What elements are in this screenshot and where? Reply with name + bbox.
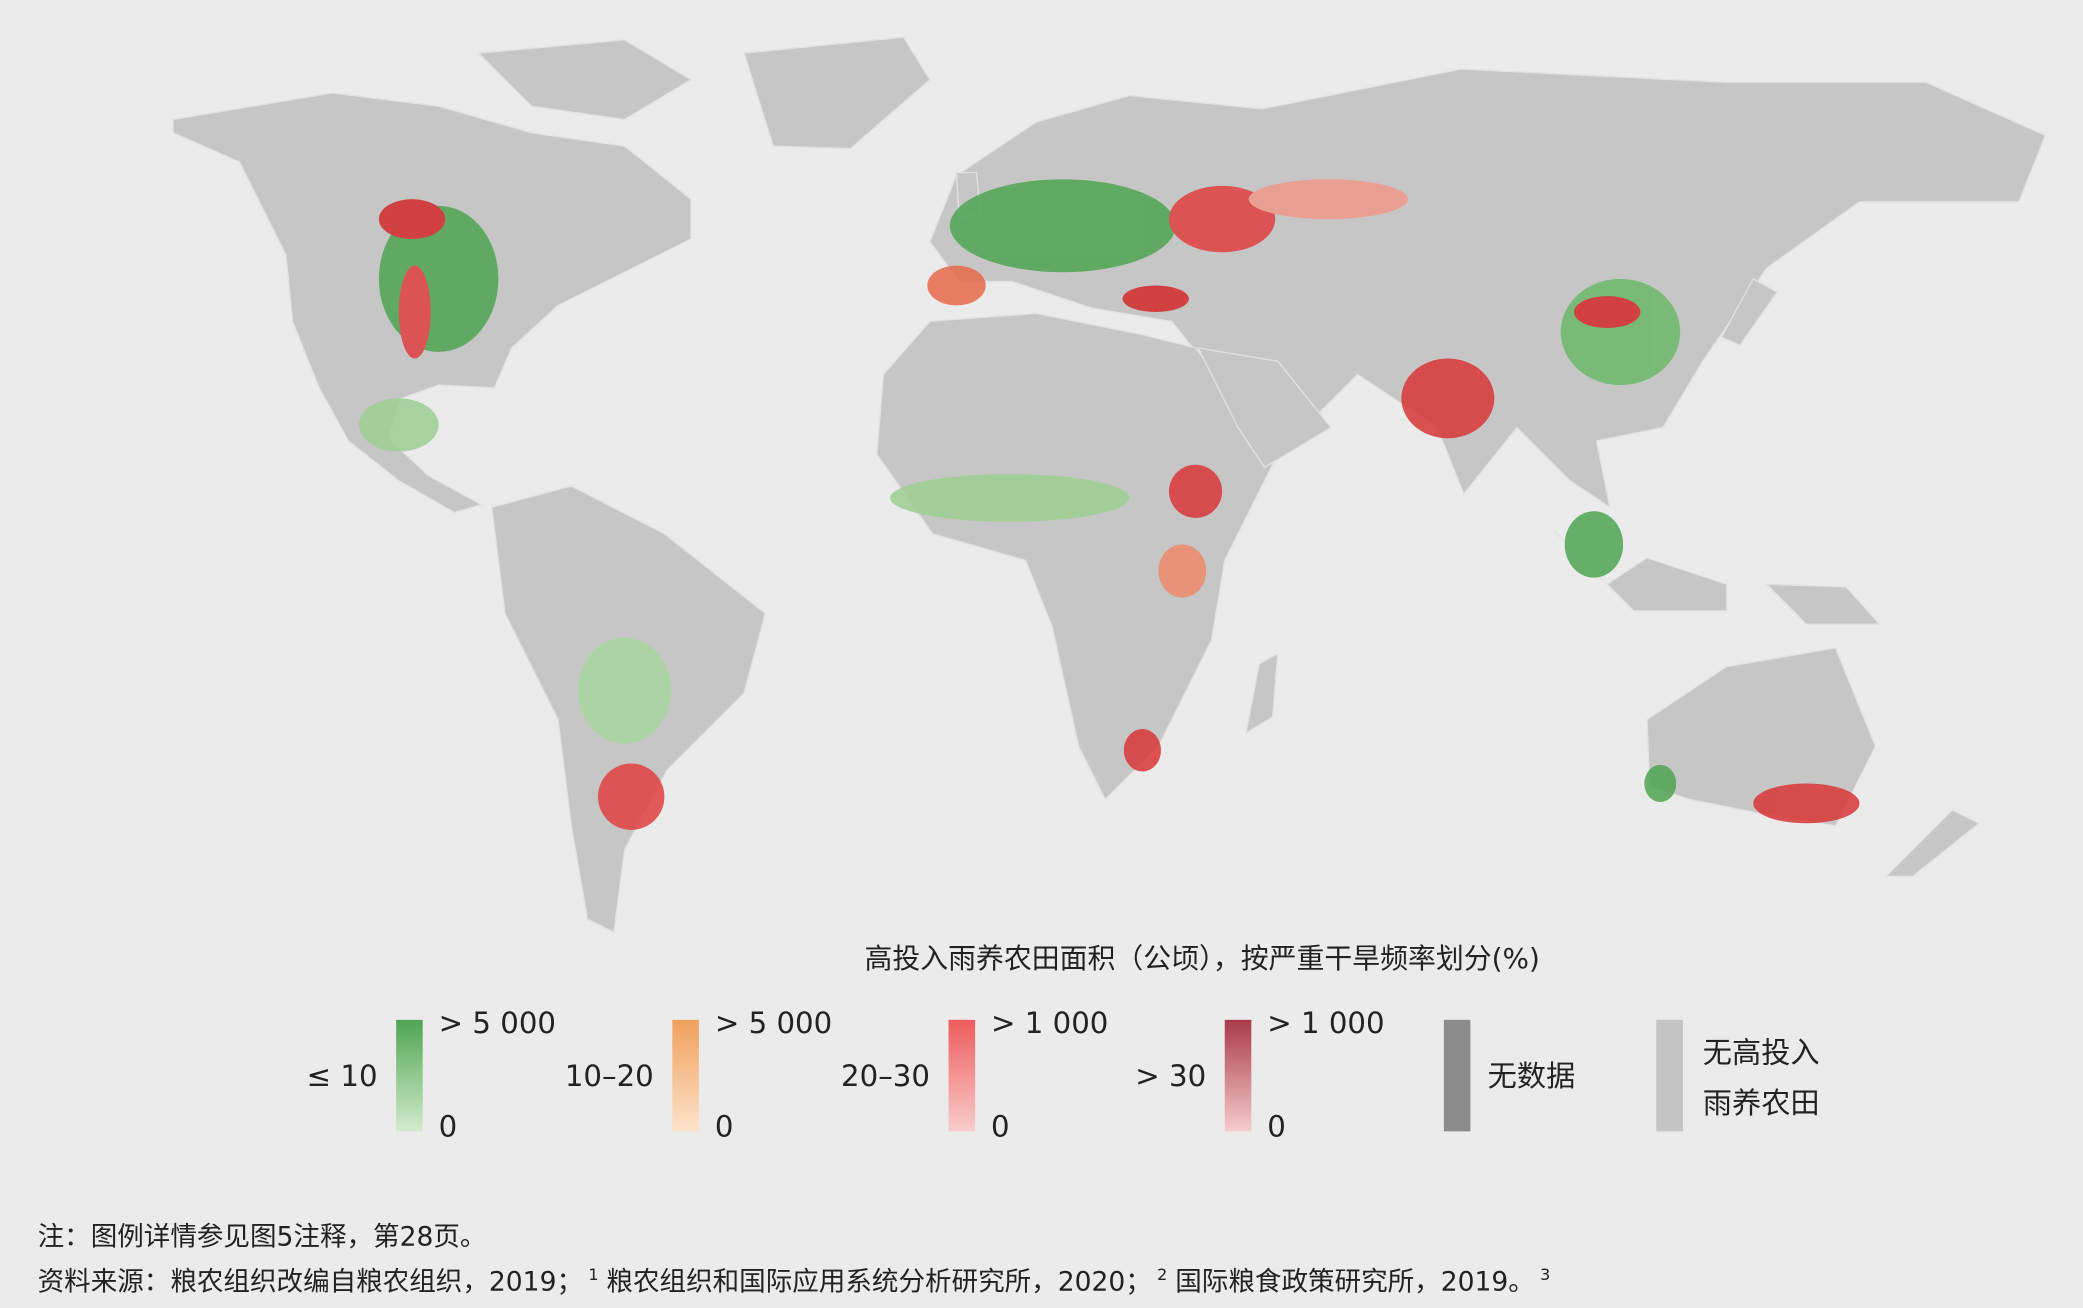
legend-min: 0 [991,1110,1010,1144]
arabia [1197,347,1332,469]
cropland-areas [358,179,1860,830]
legend-swatch [948,1019,976,1132]
legend: ≤ 10 > 5 000 0 10–20 > 5 000 0 20–30 > 1 000 0 > … [307,1006,1820,1144]
legend-label: 无高投入 [1703,1035,1820,1069]
legend-min: 0 [1267,1110,1286,1144]
legend-swatch [1656,1019,1683,1132]
legend-max: > 5 000 [439,1006,556,1040]
legend-label: ≤ 10 [307,1059,378,1093]
legend-min: 0 [715,1110,734,1144]
legend-label: > 30 [1135,1059,1206,1093]
legend-max: > 1 000 [991,1006,1108,1040]
source-text: 粮农组织和国际应用系统分析研究所，2020； [606,1267,1151,1298]
source-ref: 2 [1157,1265,1167,1284]
legend-swatch [1224,1019,1252,1132]
legend-label: 20–30 [841,1059,930,1093]
source-ref: 3 [1540,1265,1550,1284]
legend-max: > 1 000 [1267,1006,1384,1040]
legend-swatch [1443,1019,1471,1132]
legend-label: 无数据 [1488,1059,1576,1093]
legend-swatch [396,1019,423,1132]
world-map [172,36,2047,934]
africa [876,312,1279,801]
legend-swatch [672,1019,699,1132]
new-zealand [1884,809,1981,878]
greenland [743,36,931,150]
source: 资料来源：粮农组织改编自粮农组织，2019； 1 粮农组织和国际应用系统分析研究所，… [38,1265,1551,1298]
madagascar [1245,652,1279,735]
legend-title: 高投入雨养农田面积（公顷），按严重干旱频率划分(%) [864,942,1539,975]
new-guinea [1764,583,1881,625]
source-ref: 1 [588,1265,598,1284]
legend-label: 雨养农田 [1703,1086,1820,1120]
source-text: 资料来源：粮农组织改编自粮农组织，2019； [38,1267,583,1298]
legend-label: 10–20 [565,1059,654,1093]
legend-max: > 5 000 [715,1006,832,1040]
japan [1720,277,1779,347]
source-text: 国际粮食政策研究所，2019。 [1175,1267,1535,1298]
arctic-islands [476,39,693,121]
legend-min: 0 [439,1110,458,1144]
indonesia [1553,530,1728,612]
note: 注：图例详情参见图5注释，第28页。 [38,1222,487,1253]
